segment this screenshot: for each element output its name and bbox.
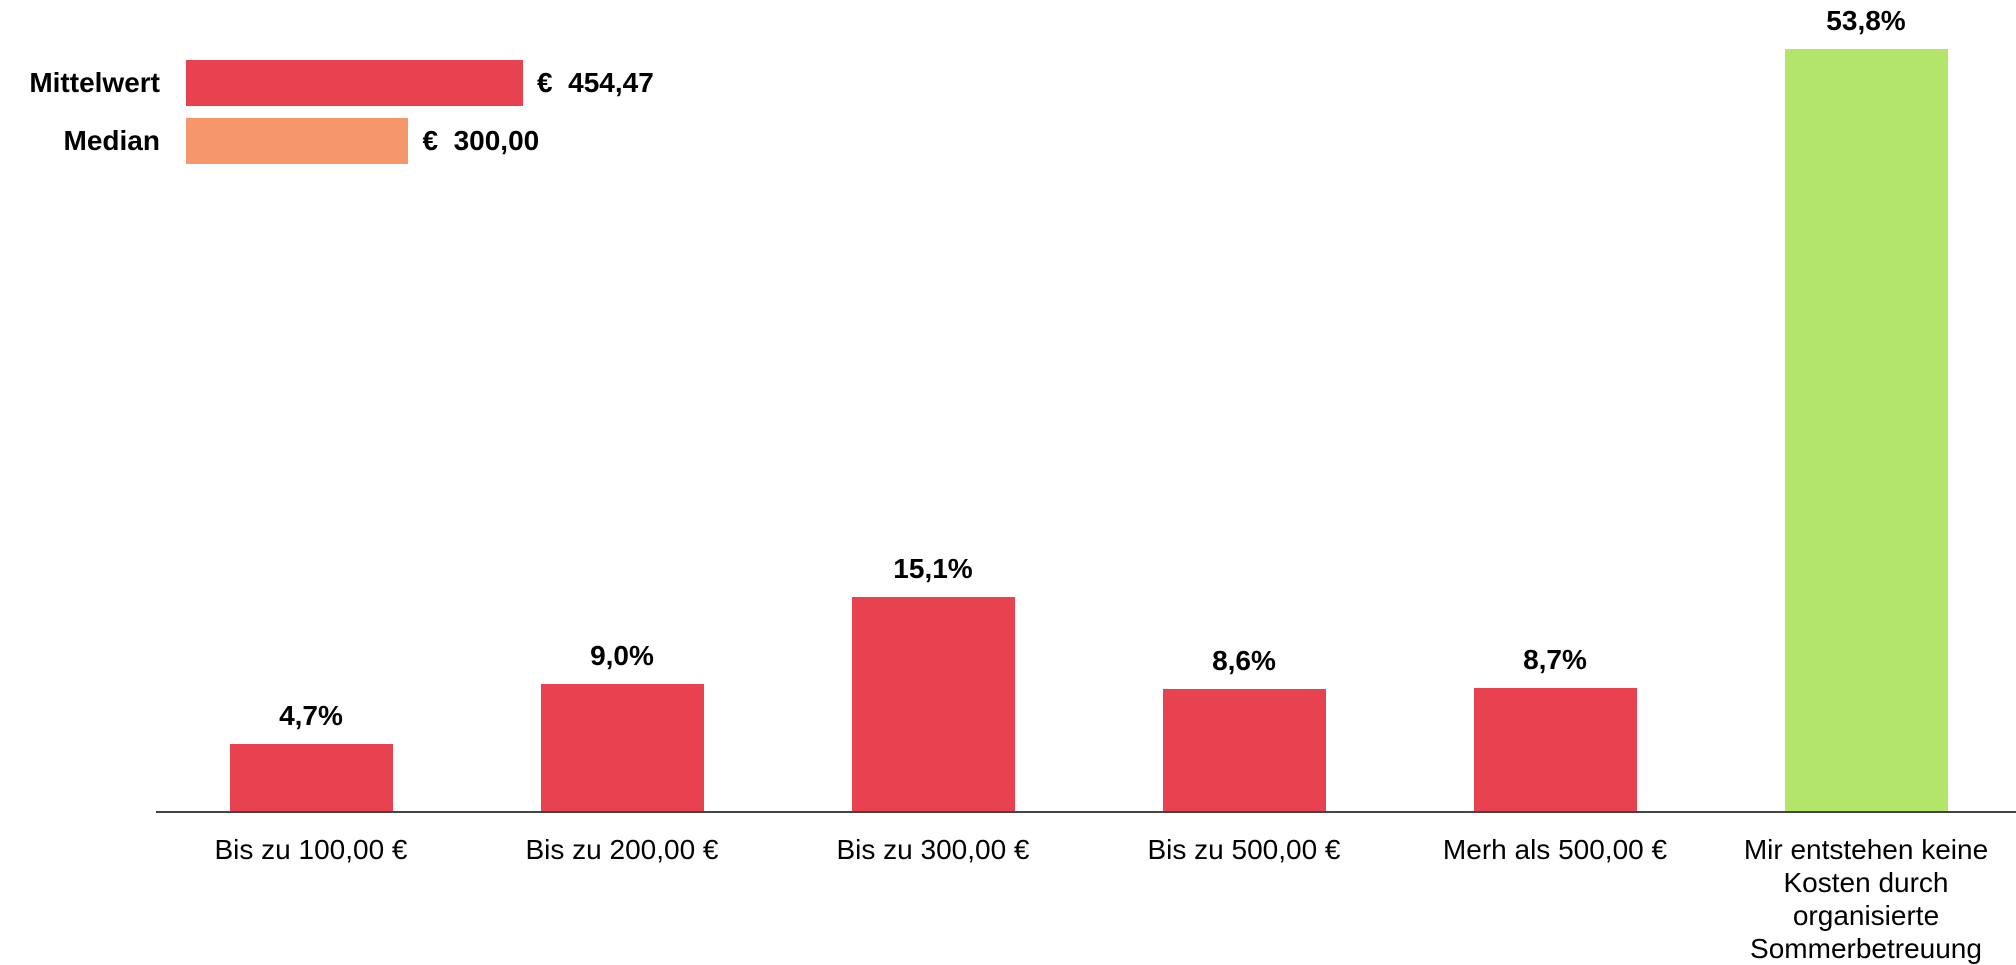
x-axis [156,811,2016,813]
x-tick-label: Bis zu 200,00 € [525,834,719,865]
bar [1473,687,1637,811]
x-tick-label: Bis zu 500,00 € [1147,834,1341,865]
inset-bar [186,60,523,106]
x-tick-label: Merh als 500,00 € [1442,834,1668,865]
value-label: 53,8% [1826,5,1906,36]
x-tick-label: Bis zu 100,00 € [214,834,408,865]
inset-bar [186,118,409,164]
x-tick-label: Bis zu 300,00 € [836,834,1030,865]
value-label: 9,0% [590,639,654,671]
inset-label: Mittelwert [29,67,160,98]
value-label: 4,7% [279,700,343,732]
bar [851,597,1015,811]
bar [1784,49,1948,811]
inset-value-label: € 300,00 [422,125,540,156]
bar [540,683,704,811]
inset-label: Median [63,125,160,156]
inset-value-label: € 454,47 [537,67,654,98]
value-label: 8,6% [1212,645,1276,677]
bar [229,744,393,811]
value-label: 15,1% [893,553,973,585]
value-label: 8,7% [1523,643,1587,675]
x-tick-label: Mir entstehen keine Kosten durch organis… [1743,834,1989,964]
bar [1162,689,1326,811]
